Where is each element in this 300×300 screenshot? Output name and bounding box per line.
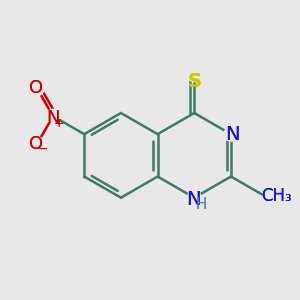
Text: O: O bbox=[28, 79, 43, 97]
Circle shape bbox=[187, 191, 201, 205]
Circle shape bbox=[224, 127, 238, 141]
Text: S: S bbox=[187, 72, 201, 91]
Text: H: H bbox=[196, 197, 207, 212]
Text: N: N bbox=[46, 109, 60, 127]
Circle shape bbox=[46, 109, 60, 123]
Text: −: − bbox=[38, 143, 49, 156]
Text: O: O bbox=[28, 136, 43, 154]
Circle shape bbox=[30, 82, 44, 96]
Text: H: H bbox=[196, 197, 207, 212]
Text: CH₃: CH₃ bbox=[261, 187, 291, 205]
Text: S: S bbox=[187, 72, 201, 91]
Text: N: N bbox=[225, 125, 240, 144]
Text: +: + bbox=[54, 117, 64, 130]
Text: O: O bbox=[28, 79, 43, 97]
Circle shape bbox=[187, 68, 201, 82]
Text: +: + bbox=[54, 117, 64, 130]
Text: N: N bbox=[46, 109, 60, 127]
Text: −: − bbox=[38, 143, 49, 156]
Circle shape bbox=[30, 137, 44, 151]
Text: CH₃: CH₃ bbox=[261, 187, 291, 205]
Text: N: N bbox=[225, 125, 240, 144]
Text: O: O bbox=[28, 136, 43, 154]
Text: N: N bbox=[186, 190, 201, 209]
Text: N: N bbox=[186, 190, 201, 209]
